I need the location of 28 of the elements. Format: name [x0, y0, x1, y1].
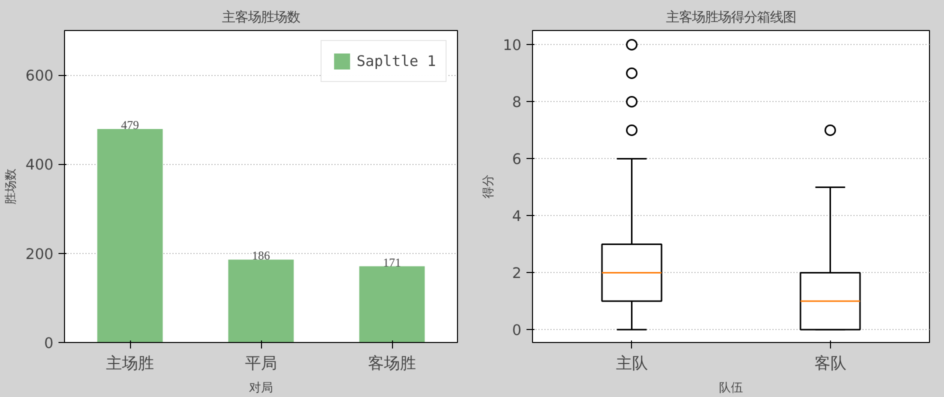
y-tick-label: 2 [512, 265, 522, 282]
y-tick-label: 0 [512, 322, 522, 340]
data-label: 171 [383, 255, 401, 270]
y-tick-label: 200 [26, 246, 54, 263]
y-tick-label: 600 [26, 68, 54, 85]
y-axis-title: 得分 [480, 174, 495, 198]
y-tick-label: 0 [44, 335, 54, 352]
y-tick-label: 4 [512, 208, 522, 226]
y-tick-label: 400 [26, 156, 54, 174]
bar [228, 260, 294, 342]
x-axis-title: 对局 [249, 380, 273, 394]
x-tick-label: 主场胜 [106, 354, 154, 372]
data-label: 479 [121, 118, 139, 132]
chart-title: 主客场胜场数 [222, 10, 300, 26]
chart-title: 主客场胜场得分箱线图 [666, 10, 796, 26]
x-tick-label: 平局 [245, 354, 277, 372]
x-tick-label: 主队 [616, 354, 648, 372]
x-tick-label: 客场胜 [368, 354, 416, 372]
bar [97, 129, 163, 342]
x-axis-title: 队伍 [719, 380, 743, 394]
y-axis-title: 胜场数 [4, 168, 18, 204]
bar [359, 266, 425, 342]
data-label: 186 [252, 248, 270, 263]
y-tick-label: 6 [512, 151, 522, 168]
legend-label: Sapltle 1 [356, 52, 436, 70]
x-tick-label: 客队 [814, 354, 846, 372]
y-tick-label: 10 [502, 37, 522, 54]
y-tick-label: 8 [512, 94, 522, 112]
